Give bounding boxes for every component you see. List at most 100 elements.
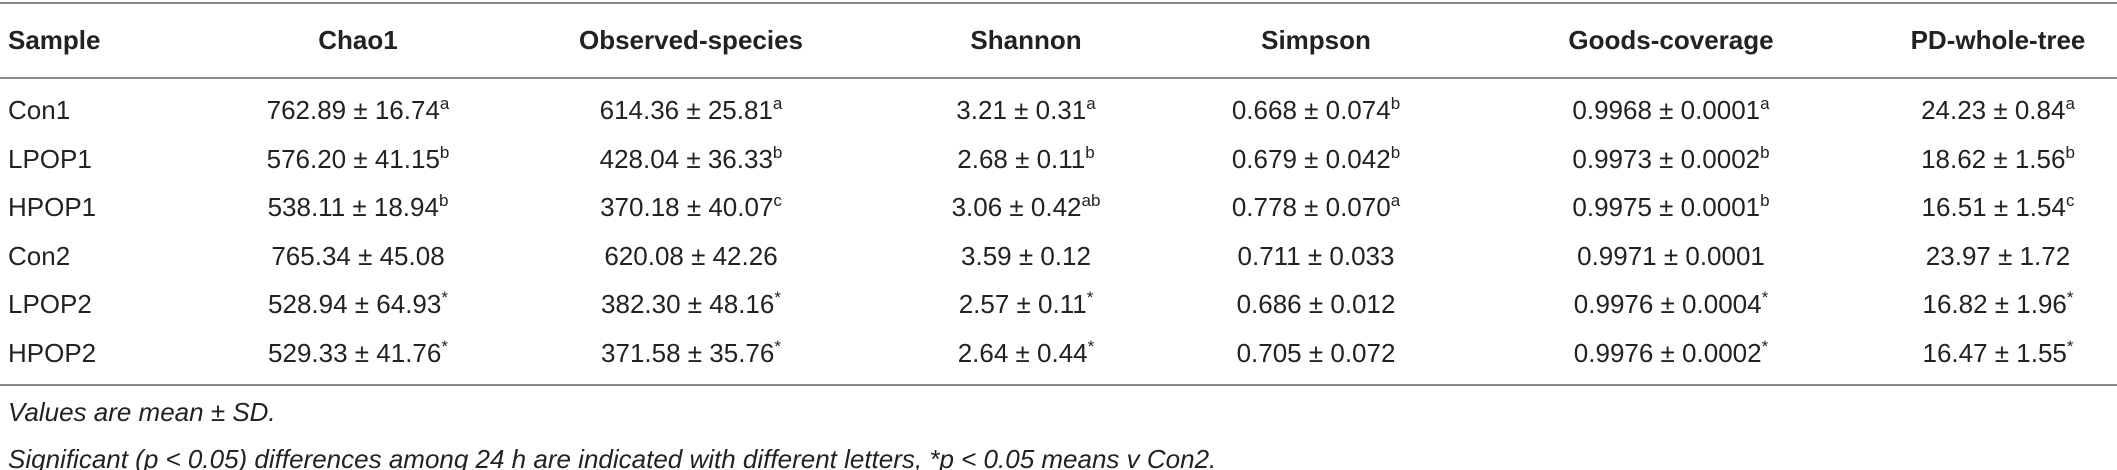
row-label: HPOP2 <box>8 338 97 368</box>
cell-value: 16.51 ± 1.54 <box>1921 192 2066 223</box>
cell-value: 538.11 ± 18.94 <box>267 192 439 223</box>
column-header: Simpson <box>1261 25 1371 55</box>
cell-value: 0.9976 ± 0.0002 <box>1573 338 1762 368</box>
cell-superscript: a <box>772 94 783 113</box>
cell-value: 0.9971 ± 0.0001 <box>1577 240 1765 271</box>
row-label: LPOP2 <box>8 289 92 320</box>
cell-value: 576.20 ± 41.15 <box>266 143 440 174</box>
table-cell: 576.20 ± 41.15b <box>266 142 450 174</box>
cell-value: 3.06 ± 0.42 <box>951 192 1082 223</box>
cell-superscript: b <box>1390 142 1401 162</box>
cell-value: 0.9976 ± 0.0004 <box>1573 289 1762 320</box>
column-header: Observed-species <box>578 25 804 55</box>
table-cell: 382.30 ± 48.16* <box>601 288 781 320</box>
table-cell: 2.68 ± 0.11b <box>957 142 1095 174</box>
table-cell: 24.23 ± 0.84a <box>1921 94 2075 125</box>
table-cell: 16.47 ± 1.55* <box>1922 338 2073 366</box>
column-header: Shannon <box>970 25 1082 55</box>
cell-value: 0.711 ± 0.033 <box>1237 240 1395 271</box>
cell-superscript: b <box>1760 191 1770 211</box>
table-cell: 0.679 ± 0.042b <box>1231 142 1401 174</box>
table-cell: 614.36 ± 25.81a <box>600 94 783 123</box>
cell-superscript: * <box>1087 337 1095 356</box>
cell-superscript: b <box>1390 94 1401 113</box>
table-cell: 0.9973 ± 0.0002b <box>1572 142 1770 174</box>
cell-value: 0.9973 ± 0.0002 <box>1572 143 1761 174</box>
table-cell: 428.04 ± 36.33b <box>599 142 783 174</box>
table-cell: 620.08 ± 42.26 <box>604 243 777 269</box>
table-cell: 762.89 ± 16.74a <box>267 94 450 123</box>
table-cell: 538.11 ± 18.94b <box>267 191 449 223</box>
cell-value: 428.04 ± 36.33 <box>599 143 773 174</box>
table-cell: 3.06 ± 0.42ab <box>951 191 1101 223</box>
row-label: Con1 <box>8 95 71 125</box>
cell-value: 2.57 ± 0.11 <box>958 289 1087 320</box>
table-cell: 16.82 ± 1.96* <box>1922 289 2073 317</box>
table-cell: 0.9971 ± 0.0001 <box>1577 243 1765 269</box>
column-header: PD-whole-tree <box>1910 25 2086 55</box>
cell-superscript: a <box>1086 94 1096 113</box>
cell-superscript: a <box>1390 191 1401 211</box>
table-cell: 0.9975 ± 0.0001b <box>1572 191 1770 223</box>
table-cell: 370.18 ± 40.07c <box>600 191 782 223</box>
cell-value: 382.30 ± 48.16 <box>601 289 775 320</box>
table-cell: 371.58 ± 35.76* <box>601 337 781 368</box>
cell-value: 3.59 ± 0.12 <box>961 240 1091 271</box>
cell-superscript: * <box>774 288 781 308</box>
cell-value: 24.23 ± 0.84 <box>1921 95 2066 125</box>
footnote: Significant (p < 0.05) differences among… <box>8 444 1217 470</box>
table-cell: 2.57 ± 0.11* <box>958 288 1094 320</box>
cell-superscript: a <box>439 94 450 113</box>
cell-value: 620.08 ± 42.26 <box>604 240 778 271</box>
cell-value: 0.668 ± 0.074 <box>1231 95 1391 125</box>
cell-superscript: b <box>438 191 449 211</box>
table-cell: 23.97 ± 1.72 <box>1926 243 2070 269</box>
table-cell: 0.9968 ± 0.0001a <box>1572 94 1770 123</box>
cell-superscript: * <box>441 288 448 308</box>
cell-superscript: b <box>772 142 783 162</box>
cell-superscript: a <box>2065 94 2075 113</box>
cell-superscript: b <box>439 142 450 162</box>
table-cell: 3.21 ± 0.31a <box>956 94 1096 123</box>
cell-value: 0.679 ± 0.042 <box>1231 143 1391 174</box>
cell-superscript: a <box>1760 94 1770 113</box>
cell-superscript: b <box>1085 142 1095 162</box>
row-label: LPOP1 <box>8 143 92 174</box>
cell-value: 529.33 ± 41.76 <box>268 338 442 368</box>
cell-superscript: * <box>1761 337 1769 356</box>
cell-value: 370.18 ± 40.07 <box>600 192 774 223</box>
table-cell: 16.51 ± 1.54c <box>1921 191 2075 223</box>
column-header: Chao1 <box>318 25 398 55</box>
table-cell: 0.711 ± 0.033 <box>1238 243 1395 269</box>
cell-superscript: * <box>1086 288 1094 308</box>
cell-value: 2.68 ± 0.11 <box>957 143 1086 174</box>
footnote: Values are mean ± SD. <box>8 397 276 427</box>
table-cell: 0.778 ± 0.070a <box>1231 191 1401 223</box>
cell-superscript: * <box>1761 288 1769 308</box>
cell-value: 371.58 ± 35.76 <box>601 338 775 368</box>
cell-value: 2.64 ± 0.44 <box>957 338 1088 368</box>
row-label: HPOP1 <box>8 192 97 223</box>
cell-value: 0.686 ± 0.012 <box>1236 289 1396 320</box>
cell-superscript: ab <box>1081 191 1101 211</box>
column-header: Goods-coverage <box>1568 25 1774 55</box>
table-cell: 0.9976 ± 0.0002* <box>1573 337 1769 368</box>
table-cell: 528.94 ± 64.93* <box>268 288 448 320</box>
cell-value: 0.9975 ± 0.0001 <box>1572 192 1761 223</box>
table-cell: 2.64 ± 0.44* <box>957 337 1095 368</box>
header-rule <box>0 77 2117 79</box>
cell-superscript: c <box>2065 191 2075 211</box>
table-cell: 0.9976 ± 0.0004* <box>1573 288 1769 320</box>
cell-superscript: * <box>774 337 781 356</box>
cell-value: 0.778 ± 0.070 <box>1231 192 1391 223</box>
table-cell: 765.34 ± 45.08 <box>271 243 444 269</box>
bottom-rule <box>0 384 2117 386</box>
row-label: Con2 <box>8 240 71 271</box>
cell-superscript: * <box>441 337 448 356</box>
cell-value: 528.94 ± 64.93 <box>268 289 442 320</box>
cell-superscript: b <box>1760 142 1770 162</box>
cell-superscript: c <box>773 191 782 211</box>
cell-value: 765.34 ± 45.08 <box>271 240 445 271</box>
table-cell: 0.686 ± 0.012 <box>1237 291 1396 317</box>
